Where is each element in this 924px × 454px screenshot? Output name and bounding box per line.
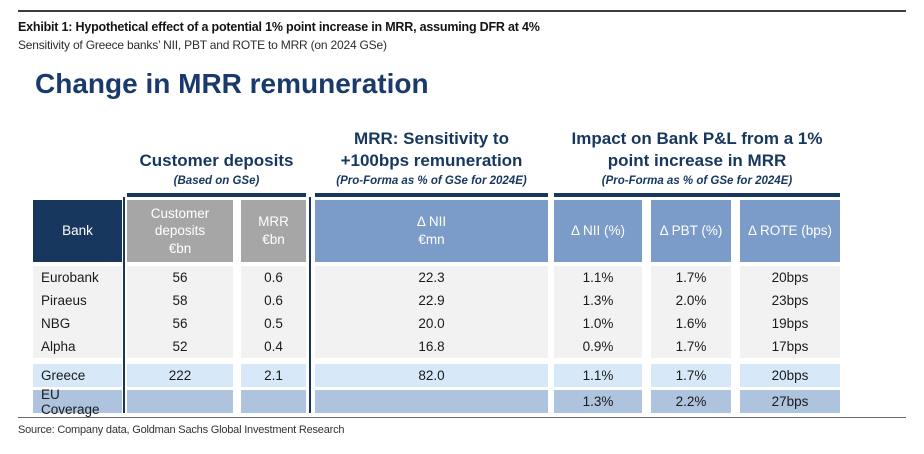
- group-underline: [554, 193, 840, 197]
- delta-rote-cell: 23bps: [740, 289, 840, 312]
- bank-rows: Eurobank 56 0.6 22.3 1.1% 1.7% 20bps Pir…: [33, 266, 840, 358]
- table-row-eurobank: Eurobank 56 0.6 22.3 1.1% 1.7% 20bps: [33, 266, 840, 289]
- mrr-cell: 0.5: [241, 312, 306, 335]
- bank-name-cell: NBG: [33, 312, 122, 335]
- column-group-pnl-impact: Impact on Bank P&L from a 1% point incre…: [554, 118, 840, 197]
- delta-nii-pct-cell: 1.1%: [554, 266, 642, 289]
- group-underline: [315, 193, 548, 197]
- table-row-eu-coverage: EU Coverage 1.3% 2.2% 27bps: [33, 387, 840, 417]
- delta-pbt-pct-cell: 2.2%: [651, 390, 731, 413]
- deposits-cell: 56: [127, 312, 233, 335]
- group-heading: MRR: Sensitivity to +100bps remuneration: [340, 128, 523, 170]
- mrr-cell: 0.6: [241, 266, 306, 289]
- mrr-cell: [241, 390, 306, 413]
- table-row-nbg: NBG 56 0.5 20.0 1.0% 1.6% 19bps: [33, 312, 840, 335]
- deposits-cell: [127, 390, 233, 413]
- group-subtitle: (Pro-Forma as % of GSe for 2024E): [601, 175, 793, 187]
- mrr-cell: 0.6: [241, 289, 306, 312]
- group-heading: Customer deposits: [139, 150, 294, 170]
- bank-name-cell: Alpha: [33, 335, 122, 358]
- group-divider: [309, 197, 311, 413]
- deposits-cell: 52: [127, 335, 233, 358]
- bank-name-cell: Eurobank: [33, 266, 122, 289]
- delta-nii-mn-cell: 22.9: [315, 289, 548, 312]
- source-note: Source: Company data, Goldman Sachs Glob…: [18, 424, 345, 436]
- delta-pbt-pct-cell: 1.7%: [651, 266, 731, 289]
- table-row-piraeus: Piraeus 58 0.6 22.9 1.3% 2.0% 23bps: [33, 289, 840, 312]
- table-header-row: Bank Customer deposits €bn MRR €bn Δ NII…: [33, 200, 840, 262]
- delta-pbt-pct-cell: 1.7%: [651, 335, 731, 358]
- group-heading: Impact on Bank P&L from a 1% point incre…: [571, 128, 823, 170]
- delta-rote-cell: 20bps: [740, 364, 840, 387]
- delta-nii-mn-cell: 82.0: [315, 364, 548, 387]
- delta-rote-cell: 17bps: [740, 335, 840, 358]
- mrr-cell: 2.1: [241, 364, 306, 387]
- bank-name-cell: Greece: [33, 364, 122, 387]
- delta-nii-mn-cell: [315, 390, 548, 413]
- delta-nii-mn-cell: 22.3: [315, 266, 548, 289]
- deposits-cell: 222: [127, 364, 233, 387]
- header-cell-mrr: MRR €bn: [241, 200, 306, 262]
- mrr-cell: 0.4: [241, 335, 306, 358]
- group-subtitle: (Based on GSe): [173, 175, 260, 187]
- header-cell-delta-rote-bps: Δ ROTE (bps): [740, 200, 840, 262]
- exhibit-subtitle: Sensitivity of Greece banks’ NII, PBT an…: [18, 38, 387, 52]
- header-cell-bank: Bank: [33, 200, 122, 262]
- delta-rote-cell: 27bps: [740, 390, 840, 413]
- bank-name-cell: EU Coverage: [33, 387, 122, 417]
- delta-rote-cell: 20bps: [740, 266, 840, 289]
- delta-nii-pct-cell: 1.3%: [554, 289, 642, 312]
- deposits-cell: 56: [127, 266, 233, 289]
- table-row-alpha: Alpha 52 0.4 16.8 0.9% 1.7% 17bps: [33, 335, 840, 358]
- top-rule: [18, 10, 906, 12]
- group-subtitle: (Pro-Forma as % of GSe for 2024E): [336, 175, 527, 187]
- delta-pbt-pct-cell: 2.0%: [651, 289, 731, 312]
- delta-nii-pct-cell: 1.3%: [554, 390, 642, 413]
- bottom-rule: [18, 417, 906, 418]
- header-cell-delta-nii-pct: Δ NII (%): [554, 200, 642, 262]
- deposits-cell: 58: [127, 289, 233, 312]
- header-cell-customer-deposits: Customer deposits €bn: [127, 200, 233, 262]
- delta-rote-cell: 19bps: [740, 312, 840, 335]
- sensitivity-table: Customer deposits (Based on GSe) MRR: Se…: [33, 118, 840, 417]
- group-divider: [123, 197, 125, 413]
- page-title: Change in MRR remuneration: [35, 68, 429, 99]
- delta-pbt-pct-cell: 1.7%: [651, 364, 731, 387]
- header-cell-delta-nii-mn: Δ NII €mn: [315, 200, 548, 262]
- delta-nii-mn-cell: 20.0: [315, 312, 548, 335]
- delta-nii-pct-cell: 0.9%: [554, 335, 642, 358]
- delta-nii-pct-cell: 1.1%: [554, 364, 642, 387]
- column-group-mrr-sensitivity: MRR: Sensitivity to +100bps remuneration…: [315, 118, 548, 197]
- header-cell-delta-pbt-pct: Δ PBT (%): [651, 200, 731, 262]
- group-underline: [127, 193, 306, 197]
- table-row-greece-total: Greece 222 2.1 82.0 1.1% 1.7% 20bps: [33, 364, 840, 387]
- bank-name-cell: Piraeus: [33, 289, 122, 312]
- delta-nii-pct-cell: 1.0%: [554, 312, 642, 335]
- exhibit-title: Exhibit 1: Hypothetical effect of a pote…: [18, 20, 540, 34]
- delta-pbt-pct-cell: 1.6%: [651, 312, 731, 335]
- delta-nii-mn-cell: 16.8: [315, 335, 548, 358]
- column-group-customer-deposits: Customer deposits (Based on GSe): [127, 118, 306, 197]
